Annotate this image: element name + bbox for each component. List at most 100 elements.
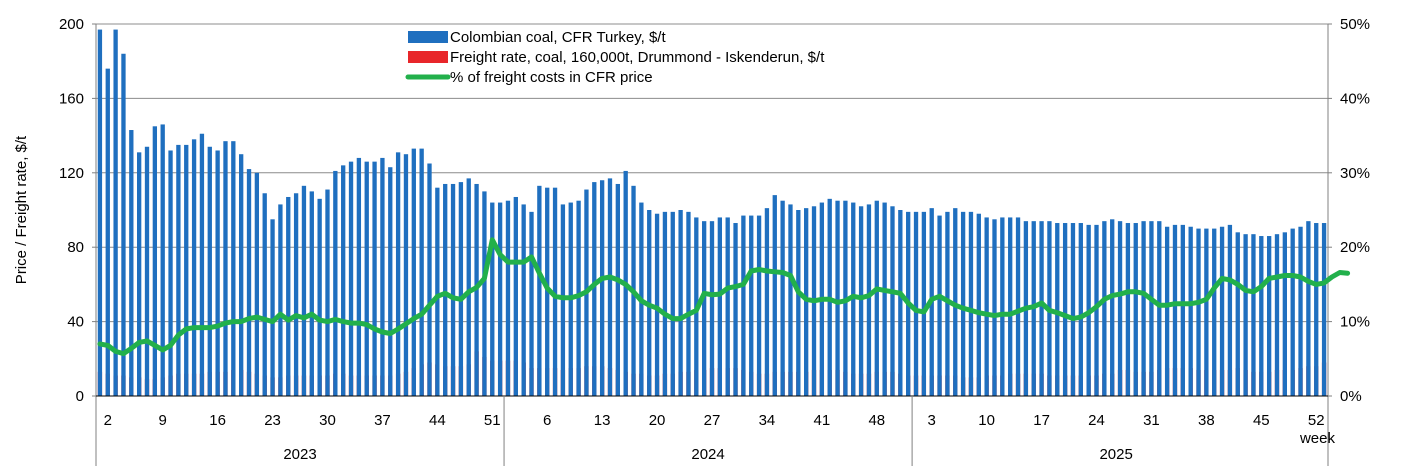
gridlines xyxy=(96,23,1328,323)
freight-share-line xyxy=(97,237,1351,357)
coal-price-bar xyxy=(576,200,581,396)
coal-price-bar xyxy=(215,150,220,396)
y-right-tick-label: 20% xyxy=(1340,239,1370,256)
x-tick-label: 23 xyxy=(264,412,281,429)
y-left-tick-label: 0 xyxy=(76,388,84,405)
coal-price-bar xyxy=(380,157,385,396)
year-label: 2024 xyxy=(691,446,724,463)
coal-price-bar xyxy=(1274,234,1280,396)
coal-price-bar xyxy=(1243,234,1248,396)
coal-price-bar xyxy=(293,193,299,396)
coal-price-bar xyxy=(678,210,683,396)
coal-price-bar xyxy=(239,154,244,396)
x-tick-label: 6 xyxy=(543,412,551,429)
coal-price-bar xyxy=(121,53,126,396)
coal-price-bar xyxy=(780,200,785,396)
coal-price-bar xyxy=(395,152,401,396)
x-tick-label: 31 xyxy=(1143,412,1160,429)
coal-price-bar xyxy=(1219,226,1225,396)
coal-price-bar xyxy=(717,217,723,396)
x-tick-label: 45 xyxy=(1253,412,1270,429)
coal-price-bar xyxy=(788,204,793,396)
coal-price-bar xyxy=(749,215,754,396)
coal-price-bar xyxy=(851,202,856,396)
legend-label: % of freight costs in CFR price xyxy=(450,69,653,86)
y-right-tick-label: 10% xyxy=(1340,314,1370,331)
x-tick-label: 13 xyxy=(594,412,611,429)
coal-price-bar xyxy=(1102,221,1107,396)
coal-price-bar xyxy=(552,187,558,396)
coal-price-bar xyxy=(1172,224,1178,396)
coal-price-bar xyxy=(592,182,597,396)
coal-price-bar xyxy=(1055,223,1060,396)
coal-price-bar xyxy=(890,206,895,396)
coal-price-bar xyxy=(615,183,620,396)
coal-price-bar xyxy=(411,148,416,396)
coal-price-bar xyxy=(1259,236,1264,396)
coal-price-bar xyxy=(1078,223,1083,396)
coal-price-bar xyxy=(670,211,675,396)
x-tick-label: 44 xyxy=(429,412,446,429)
coal-price-bar xyxy=(1117,221,1123,396)
x-tick-label: 10 xyxy=(978,412,995,429)
coal-price-bar xyxy=(866,204,872,396)
coal-price-bar xyxy=(419,148,424,396)
x-tick-label: 51 xyxy=(484,412,501,429)
coal-price-bar xyxy=(607,178,613,396)
coal-price-bar xyxy=(1133,223,1138,396)
coal-price-bar xyxy=(270,219,275,396)
coal-price-bar xyxy=(733,223,738,396)
x-tick-label: 24 xyxy=(1088,412,1105,429)
y-right-tick-label: 0% xyxy=(1340,388,1362,405)
x-tick-label: 37 xyxy=(374,412,391,429)
coal-price-bar xyxy=(686,211,691,396)
coal-price-bar xyxy=(341,165,346,396)
x-tick-label: 52 xyxy=(1308,412,1325,429)
coal-price-bar xyxy=(1196,228,1201,396)
coal-price-bar xyxy=(144,146,150,396)
coal-price-bar xyxy=(1164,226,1170,396)
coal-price-bar xyxy=(709,221,715,396)
x-tick-label: 3 xyxy=(928,412,936,429)
axes xyxy=(92,23,1332,466)
coal-price-bar xyxy=(231,141,236,396)
coal-price-bar xyxy=(207,146,212,396)
legend-swatch xyxy=(408,51,448,63)
year-label: 2025 xyxy=(1099,446,1132,463)
coal-price-bar xyxy=(662,211,668,396)
y-right-tick-label: 40% xyxy=(1340,90,1370,107)
coal-price-bar xyxy=(1212,228,1217,396)
x-tick-label: 48 xyxy=(868,412,885,429)
coal-price-bar xyxy=(537,185,542,396)
x-tick-label: 38 xyxy=(1198,412,1215,429)
coal-price-bar xyxy=(545,187,550,396)
coal-price-bar xyxy=(529,211,534,396)
coal-price-bar xyxy=(1290,228,1295,396)
coal-price-bar xyxy=(490,202,495,396)
coal-price-bar xyxy=(466,178,471,396)
coal-price-bar xyxy=(1008,217,1013,396)
coal-price-bar xyxy=(1094,224,1099,396)
coal-price-bar xyxy=(1282,232,1287,396)
coal-price-bar xyxy=(1227,224,1233,396)
coal-price-bar xyxy=(1306,221,1311,396)
coal-price-bar xyxy=(953,208,958,396)
coal-price-bar xyxy=(1251,234,1256,396)
x-tick-label: 41 xyxy=(814,412,831,429)
coal-price-bar xyxy=(725,217,730,396)
coal-price-bar xyxy=(1266,236,1272,396)
coal-price-bar xyxy=(764,208,770,396)
y-left-tick-label: 120 xyxy=(59,165,84,182)
y-right-tick-label: 50% xyxy=(1340,16,1370,33)
coal-price-bar xyxy=(356,157,362,396)
coal-price-bar xyxy=(458,182,464,396)
coal-price-bar xyxy=(403,154,409,396)
coal-price-bar xyxy=(223,141,228,396)
coal-price-bar xyxy=(1188,226,1193,396)
coal-price-bar xyxy=(1298,226,1303,396)
coal-price-bar xyxy=(435,187,440,396)
coal-price-bar xyxy=(858,206,864,396)
coal-price-bar xyxy=(874,200,879,396)
x-tick-label: 27 xyxy=(704,412,721,429)
